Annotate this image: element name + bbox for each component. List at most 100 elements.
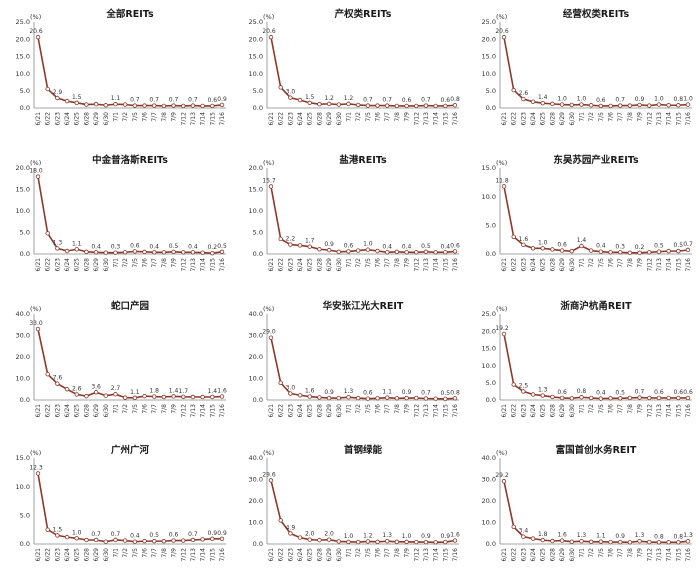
x-tick-label: 6/30	[336, 548, 343, 562]
data-label: 1.0	[538, 239, 548, 246]
y-unit-label: (%)	[30, 13, 41, 21]
x-tick-label: 6/28	[549, 112, 556, 126]
data-point	[550, 394, 555, 400]
data-point	[530, 392, 536, 397]
line-chart: 富国首创水务REIT (%) 0.0 10.0 20.0 30.0 40.0 6/21 6/22…	[482, 444, 693, 562]
x-tick-label: 6/28	[83, 112, 90, 126]
data-label: 1.3	[635, 532, 645, 539]
y-tick-label: 15.0	[16, 53, 30, 61]
data-label: 29.6	[262, 471, 276, 478]
x-tick-label: 7/7	[151, 404, 158, 414]
data-point	[64, 248, 70, 254]
data-point	[530, 536, 536, 541]
x-tick-label: 7/15	[209, 112, 216, 126]
data-label: 0.7	[363, 97, 373, 104]
data-point	[132, 249, 138, 254]
x-tick-label: 6/28	[83, 404, 90, 418]
x-tick-label: 7/6	[142, 548, 149, 558]
x-tick-label: 6/29	[559, 258, 566, 272]
y-tick-label: 25.0	[249, 18, 263, 26]
y-tick-label: 20.0	[482, 327, 496, 335]
chart-panel: 华安张江光大REIT (%) 0.0 10.0 20.0 30.0 40.0 6/21 6/22…	[233, 292, 466, 435]
y-tick-label: 0.0	[253, 396, 263, 404]
series-line	[37, 328, 223, 399]
data-label: 2.6	[72, 385, 82, 392]
data-point	[666, 540, 671, 545]
x-tick-label: 7/2	[355, 112, 362, 122]
data-label: 1.0	[363, 241, 373, 248]
data-point	[103, 250, 108, 255]
data-point	[152, 250, 157, 255]
x-tick-label: 6/30	[336, 258, 343, 272]
x-tick-label: 6/25	[74, 112, 81, 126]
data-point	[598, 249, 604, 254]
data-point	[394, 396, 400, 401]
data-point	[84, 249, 89, 255]
data-point	[336, 249, 341, 255]
data-label: 3.6	[91, 383, 101, 390]
x-tick-label: 7/2	[588, 404, 595, 414]
data-point	[278, 380, 283, 385]
data-label: 2.2	[286, 236, 296, 243]
data-label: 0.6	[674, 389, 684, 396]
data-point	[190, 537, 196, 543]
x-tick-label: 7/2	[355, 258, 362, 268]
x-tick-label: 6/29	[559, 548, 566, 562]
data-point	[132, 395, 138, 401]
chart-title: 华安张江光大REIT	[323, 300, 404, 312]
x-tick-label: 6/25	[307, 112, 314, 126]
data-point	[647, 103, 652, 108]
x-tick-label: 6/29	[326, 404, 333, 418]
x-tick-label: 6/21	[268, 112, 275, 126]
data-label: 0.4	[130, 533, 140, 540]
y-tick-label: 25.0	[482, 18, 496, 26]
x-tick-label: 7/1	[578, 258, 585, 268]
y-tick-label: 0.0	[486, 250, 496, 258]
data-label: 0.3	[111, 244, 121, 251]
x-tick-label: 7/15	[675, 258, 682, 272]
y-tick-label: 0.0	[20, 396, 30, 404]
data-point	[676, 395, 681, 401]
y-tick-label: 30.0	[249, 476, 263, 484]
data-label: 0.7	[421, 389, 431, 396]
x-tick-label: 6/30	[569, 548, 576, 562]
data-label: 1.5	[72, 94, 82, 101]
data-point	[84, 102, 89, 107]
data-point	[35, 174, 41, 179]
y-tick-label: 10.0	[249, 519, 263, 527]
x-tick-label: 7/15	[675, 404, 682, 418]
x-tick-label: 6/22	[511, 112, 518, 126]
y-unit-label: (%)	[496, 13, 507, 21]
data-point	[190, 103, 196, 108]
data-label: 0.7	[421, 97, 431, 104]
data-point	[394, 249, 400, 255]
x-tick-label: 7/8	[161, 404, 168, 414]
data-label: 1.2	[324, 95, 334, 102]
data-point	[297, 97, 303, 103]
x-tick-label: 7/14	[666, 404, 673, 418]
chart-panel: 全部REITs (%) 0.0 5.0 10.0 15.0 20.0 25.0 6/21 6/22…	[0, 0, 233, 143]
data-point	[521, 242, 526, 248]
x-tick-label: 7/6	[142, 258, 149, 268]
data-label: 0.9	[217, 530, 227, 537]
x-tick-label: 7/13	[423, 404, 430, 418]
line-chart: 经营权类REITs(%)0.05.010.015.020.025.06/21 6/…	[482, 8, 693, 126]
x-tick-label: 7/7	[617, 258, 624, 268]
data-point	[346, 249, 351, 254]
data-label: 0.2	[208, 244, 218, 251]
y-unit-label: (%)	[30, 159, 41, 167]
data-point	[219, 249, 225, 255]
x-tick-label: 7/6	[142, 404, 149, 414]
line-chart: 广州广河(%)0.05.010.015.06/21 6/22 6/23 6/24 6/2…	[16, 444, 227, 561]
data-point	[55, 533, 60, 538]
chart-panel: 广州广河 (%) 0.0 5.0 10.0 15.0 6/21 6/22 6/23 6/24 6/2…	[0, 436, 233, 579]
x-tick-label: 7/9	[171, 258, 178, 268]
data-point	[326, 395, 332, 401]
x-tick-label: 6/23	[287, 112, 294, 126]
data-point	[93, 390, 99, 395]
data-point	[540, 393, 545, 398]
data-point	[685, 102, 691, 107]
data-point	[550, 247, 555, 252]
data-point	[365, 103, 371, 108]
x-tick-label: 6/29	[93, 112, 100, 126]
